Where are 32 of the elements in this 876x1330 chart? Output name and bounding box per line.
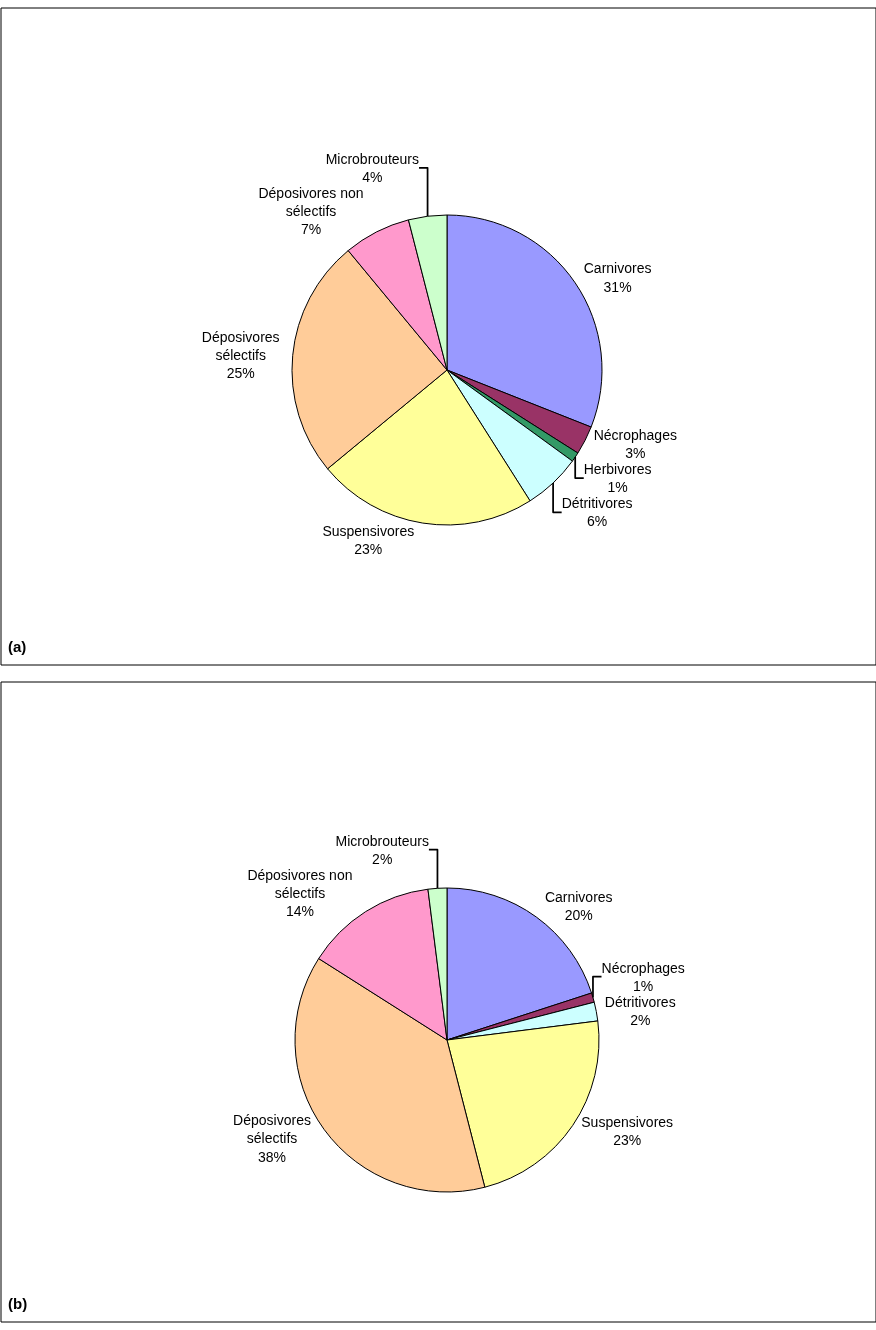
slice-label: Déposivores non sélectifs bbox=[247, 866, 353, 901]
slice-label: Suspensivores bbox=[322, 522, 415, 539]
data-label: 6% bbox=[586, 513, 608, 530]
data-label: 1% bbox=[607, 479, 628, 496]
text: (b) bbox=[8, 1295, 28, 1312]
data-label: 2% bbox=[372, 850, 393, 867]
data-label: 20% bbox=[564, 906, 593, 923]
slice-label: Déposivores sélectifs bbox=[233, 1112, 311, 1147]
data-label: 14% bbox=[285, 903, 314, 920]
data-label: 3% bbox=[625, 444, 646, 461]
data-label: 23% bbox=[354, 540, 383, 557]
data-label: 1% bbox=[633, 977, 654, 994]
text: (a) bbox=[8, 638, 27, 655]
slice-label: Déposivores sélectifs bbox=[201, 328, 280, 364]
slice-label: Suspensivores bbox=[581, 1113, 674, 1130]
slice-label: Microbrouteurs bbox=[325, 150, 420, 167]
slice-label: Herbivores bbox=[583, 460, 652, 477]
data-label: 23% bbox=[613, 1131, 642, 1148]
legend-label: Détritivores bbox=[604, 993, 676, 1010]
data-label: 31% bbox=[603, 278, 632, 295]
data-label: 38% bbox=[258, 1148, 287, 1165]
slice-label: Détritivores bbox=[561, 495, 633, 512]
slice-label: Nécrophages bbox=[601, 959, 685, 976]
slice-label: Microbrouteurs bbox=[335, 832, 429, 849]
data-label: 4% bbox=[362, 168, 383, 185]
slice-label: Carnivores bbox=[583, 260, 652, 277]
slice-label: Déposivores non sélectifs bbox=[258, 184, 364, 220]
slice-label: Carnivores bbox=[544, 888, 613, 905]
data-label: 7% bbox=[300, 221, 322, 238]
slice-label: Nécrophages bbox=[593, 426, 677, 443]
data-label: 2% bbox=[630, 1012, 651, 1029]
data-label: 25% bbox=[226, 365, 255, 382]
